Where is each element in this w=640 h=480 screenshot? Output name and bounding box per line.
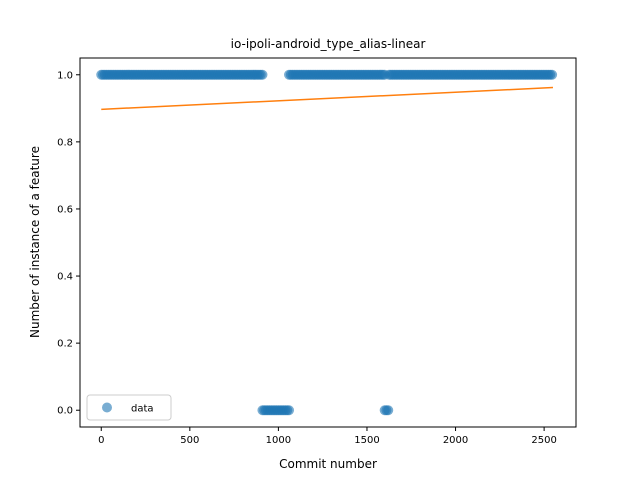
data-point <box>284 405 295 416</box>
fit-lines <box>101 86 554 111</box>
x-tick-label: 1000 <box>266 435 291 446</box>
x-axis: 0 500 1000 1500 2000 2500 <box>98 427 557 446</box>
x-tick-label: 2500 <box>531 435 556 446</box>
y-axis: 0.0 0.2 0.4 0.6 0.8 1.0 <box>57 70 80 417</box>
x-tick-label: 0 <box>98 435 104 446</box>
data-point <box>257 69 268 80</box>
y-tick-label: 0.6 <box>57 204 73 215</box>
legend: data <box>86 394 172 421</box>
y-tick-label: 0.0 <box>57 406 73 417</box>
legend-box <box>86 394 172 421</box>
x-tick-label: 500 <box>180 435 199 446</box>
legend-marker-data <box>102 402 112 413</box>
data-point <box>547 69 558 80</box>
x-tick-label: 1500 <box>354 435 379 446</box>
y-tick-label: 0.8 <box>57 137 73 148</box>
linear-fit-line <box>101 86 554 111</box>
data-point <box>383 405 394 416</box>
data-points <box>96 69 558 416</box>
y-tick-label: 0.2 <box>57 339 73 350</box>
y-axis-label: Number of instance of a feature <box>28 146 42 338</box>
legend-label-data: data <box>131 404 154 415</box>
chart-title: io-ipoli-android_type_alias-linear <box>231 37 426 51</box>
plot-area-frame <box>79 57 577 428</box>
y-tick-label: 1.0 <box>57 70 73 81</box>
y-tick-label: 0.4 <box>57 272 73 283</box>
x-axis-label: Commit number <box>279 457 377 471</box>
x-tick-label: 2000 <box>443 435 468 446</box>
